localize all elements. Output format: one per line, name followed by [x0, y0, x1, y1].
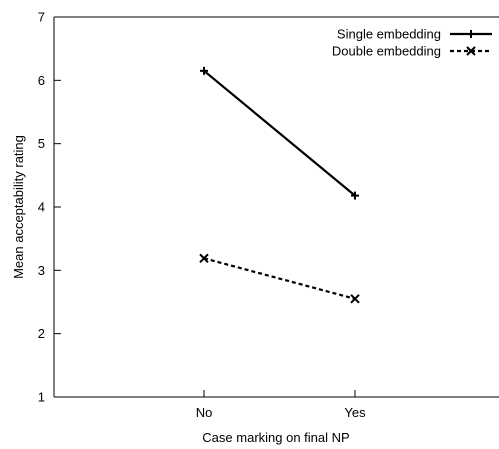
legend: Single embedding Double embedding	[332, 27, 492, 59]
data-point-s1-1	[200, 66, 208, 75]
x-tick-label: No	[196, 405, 213, 420]
data-point-s1-2	[351, 191, 359, 200]
y-tick-label: 7	[38, 10, 45, 25]
y-tick-label: 4	[38, 200, 45, 215]
data-point-s2-1	[199, 253, 209, 264]
y-tick-label: 3	[38, 263, 45, 278]
legend-label-2: Double embedding	[332, 44, 441, 59]
y-tick-label: 5	[38, 136, 45, 151]
y-tick-label: 6	[38, 73, 45, 88]
series-line-2	[203, 257, 356, 300]
legend-marker-1	[467, 30, 475, 38]
x-tick-label: Yes	[344, 405, 366, 420]
data-point-s2-2	[350, 294, 360, 304]
y-tick-label: 1	[38, 390, 45, 405]
y-axis-title: Mean acceptability rating	[11, 135, 26, 279]
plot-frame	[53, 16, 499, 398]
x-ticks: No Yes	[196, 390, 366, 420]
y-ticks: 1 2 3 4 5 6 7	[38, 10, 61, 405]
series-layer	[199, 66, 360, 304]
legend-label-1: Single embedding	[337, 27, 441, 42]
legend-marker-2	[466, 46, 476, 56]
y-tick-label: 2	[38, 326, 45, 341]
series-line-1	[203, 69, 356, 197]
x-axis-title: Case marking on final NP	[202, 430, 349, 445]
